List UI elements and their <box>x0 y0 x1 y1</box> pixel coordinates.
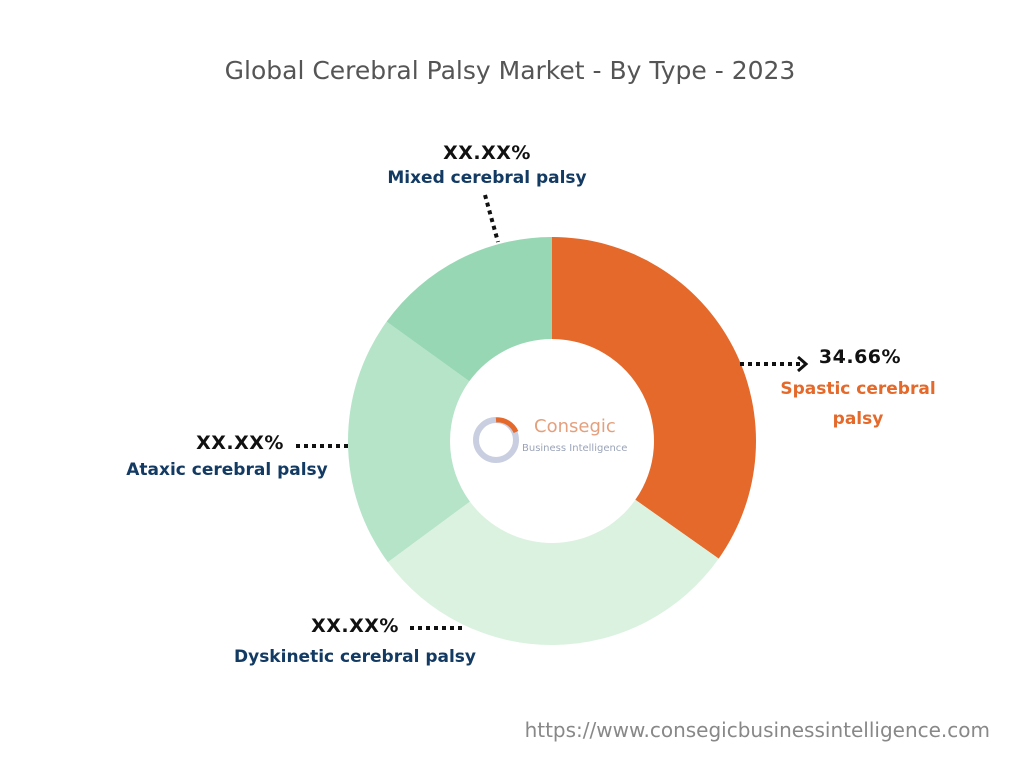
logo-tagline: Business Intelligence <box>522 443 627 454</box>
slice <box>348 321 470 563</box>
category-label: Dyskinetic cerebral palsy <box>234 647 476 667</box>
value-label: 34.66% <box>818 346 902 368</box>
category-label: Ataxic cerebral palsy <box>126 460 328 480</box>
logo: Consegic Business Intelligence <box>473 416 627 463</box>
leader-lines <box>296 194 809 630</box>
logo-name: Consegic <box>534 416 616 437</box>
category-label: Mixed cerebral palsy <box>387 168 587 188</box>
leader-line <box>483 194 500 243</box>
value-label: XX.XX% <box>311 615 399 637</box>
slice <box>386 237 552 382</box>
source-url: https://www.consegicbusinessintelligence… <box>525 718 990 742</box>
slice <box>552 237 757 559</box>
category-label: Spastic cerebral palsy <box>780 379 936 429</box>
chart-title: Global Cerebral Palsy Market - By Type -… <box>225 56 796 85</box>
value-label: XX.XX% <box>196 432 284 454</box>
value-label: XX.XX% <box>443 142 531 164</box>
logo-mark <box>495 417 519 434</box>
slice <box>387 499 719 645</box>
arrow <box>797 355 809 373</box>
donut <box>348 237 757 645</box>
